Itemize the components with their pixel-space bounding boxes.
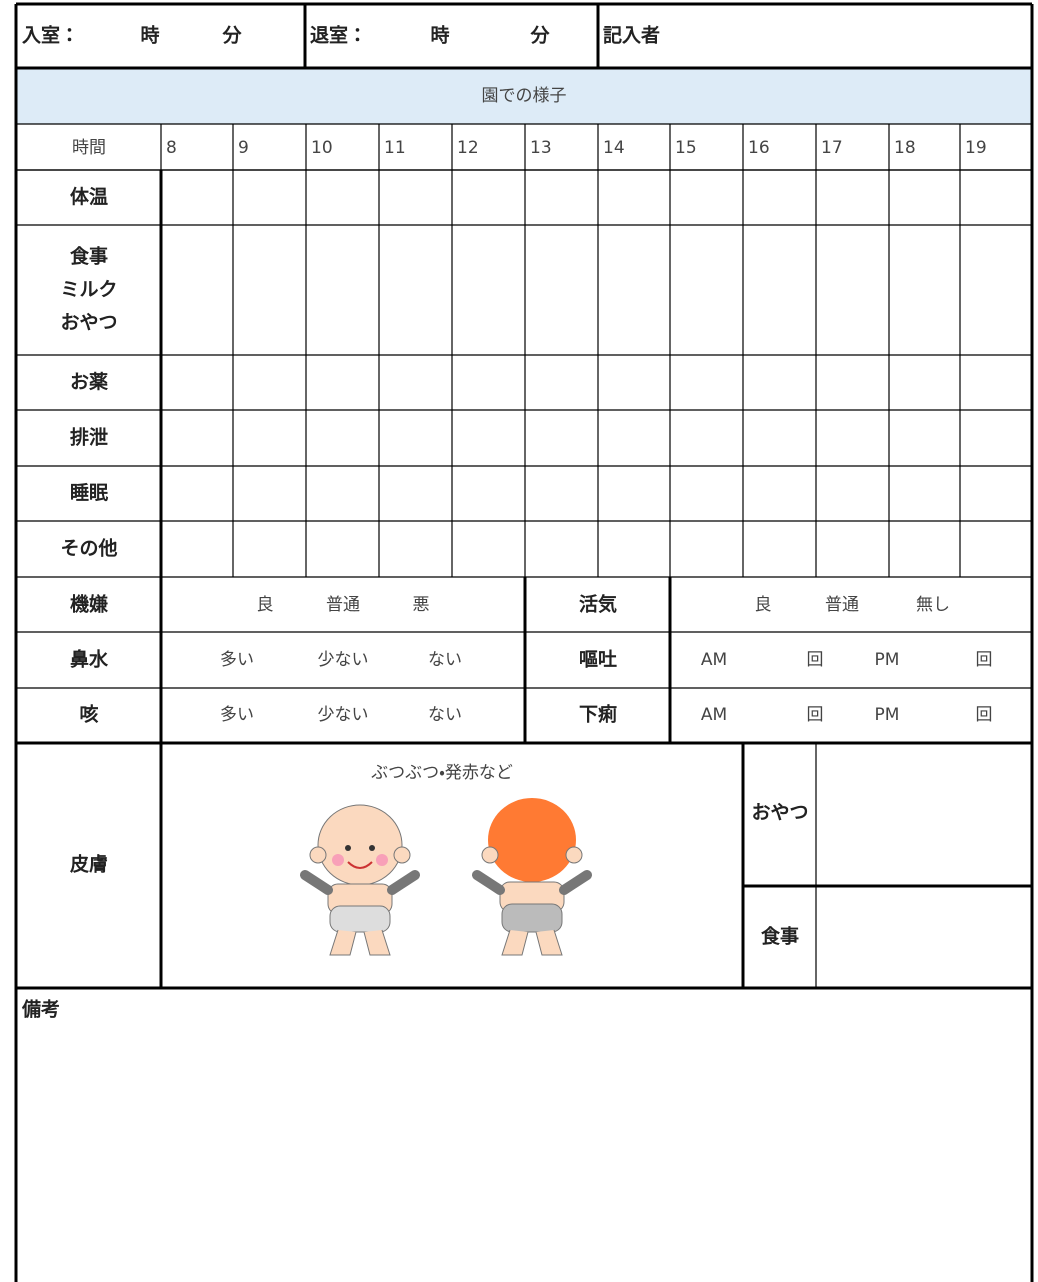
row-label: 鼻水 bbox=[70, 648, 109, 671]
count: 回 bbox=[976, 705, 993, 725]
row-label: 体温 bbox=[70, 185, 108, 208]
hour-label: 18 bbox=[894, 138, 916, 158]
hour-label: 14 bbox=[603, 138, 625, 158]
section-header-bg bbox=[16, 68, 1032, 124]
pm: PM bbox=[875, 705, 900, 725]
skin-note: ぶつぶつ・発赤など bbox=[371, 763, 513, 783]
hour-label: 19 bbox=[965, 138, 987, 158]
grid bbox=[14, 2, 1034, 1282]
row-label: 活気 bbox=[579, 593, 617, 616]
hour-label: 16 bbox=[748, 138, 770, 158]
row-label: お薬 bbox=[70, 370, 108, 393]
row-label: 睡眠 bbox=[70, 482, 109, 504]
pm: PM bbox=[875, 650, 900, 670]
hour-label: 9 bbox=[238, 138, 249, 158]
remarks-label: 備考 bbox=[21, 998, 60, 1021]
snack-label: おやつ bbox=[751, 802, 808, 824]
exit-minute: 分 bbox=[529, 25, 550, 47]
entry-minute: 分 bbox=[221, 25, 242, 47]
row-label: 排泄 bbox=[70, 426, 108, 449]
row-label: 下痢 bbox=[579, 703, 617, 726]
meal-label: 食事 bbox=[761, 925, 799, 948]
option: 多い bbox=[220, 650, 254, 670]
option: 多い bbox=[220, 705, 254, 725]
option: 無し bbox=[916, 595, 950, 615]
section-title: 園での様子 bbox=[482, 86, 567, 106]
row-label: その他 bbox=[60, 537, 117, 560]
row-label: 食事 bbox=[70, 245, 108, 268]
hour-label: 15 bbox=[675, 138, 697, 158]
option: ない bbox=[428, 705, 462, 725]
am: AM bbox=[701, 650, 727, 670]
hour-label: 10 bbox=[311, 138, 333, 158]
hour-label: 11 bbox=[384, 138, 406, 158]
option: 良 bbox=[257, 595, 274, 615]
exit-hour: 時 bbox=[430, 25, 449, 47]
baby-back bbox=[472, 798, 592, 956]
option: 悪 bbox=[413, 595, 430, 615]
row-label: 機嫌 bbox=[70, 593, 108, 616]
exit-label: 退室： bbox=[310, 24, 367, 47]
hour-label: 12 bbox=[457, 138, 479, 158]
recorder-label: 記入者 bbox=[603, 25, 660, 47]
option: 少ない bbox=[318, 705, 369, 725]
entry-hour: 時 bbox=[140, 25, 159, 47]
count: 回 bbox=[807, 705, 824, 725]
entry-label: 入室： bbox=[22, 24, 79, 47]
hour-label: 13 bbox=[530, 138, 552, 158]
baby-front bbox=[300, 804, 420, 956]
row-label: おやつ bbox=[60, 312, 117, 334]
option: 普通 bbox=[326, 595, 360, 615]
count: 回 bbox=[976, 650, 993, 670]
option: 少ない bbox=[318, 650, 369, 670]
hour-label: 8 bbox=[166, 138, 177, 158]
row-label: 咳 bbox=[79, 703, 98, 726]
time-label: 時間 bbox=[72, 138, 106, 158]
am: AM bbox=[701, 705, 727, 725]
option: ない bbox=[428, 650, 462, 670]
row-label: 嘔吐 bbox=[579, 649, 617, 671]
row-label: ミルク bbox=[60, 279, 117, 301]
row-label: 皮膚 bbox=[70, 853, 108, 876]
option: 普通 bbox=[825, 595, 859, 615]
count: 回 bbox=[807, 650, 824, 670]
option: 良 bbox=[755, 595, 772, 615]
hour-label: 17 bbox=[821, 138, 843, 158]
